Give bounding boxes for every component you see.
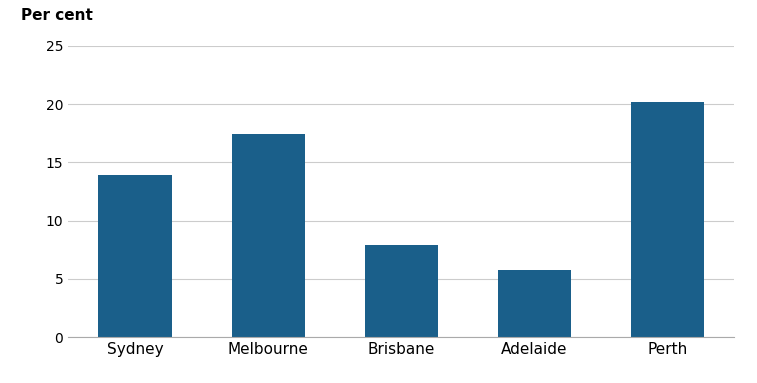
Bar <box>365 245 438 337</box>
Bar <box>232 134 305 337</box>
Text: Per cent: Per cent <box>21 8 93 23</box>
Bar <box>631 102 704 337</box>
Bar <box>98 175 172 337</box>
Bar <box>497 270 571 337</box>
